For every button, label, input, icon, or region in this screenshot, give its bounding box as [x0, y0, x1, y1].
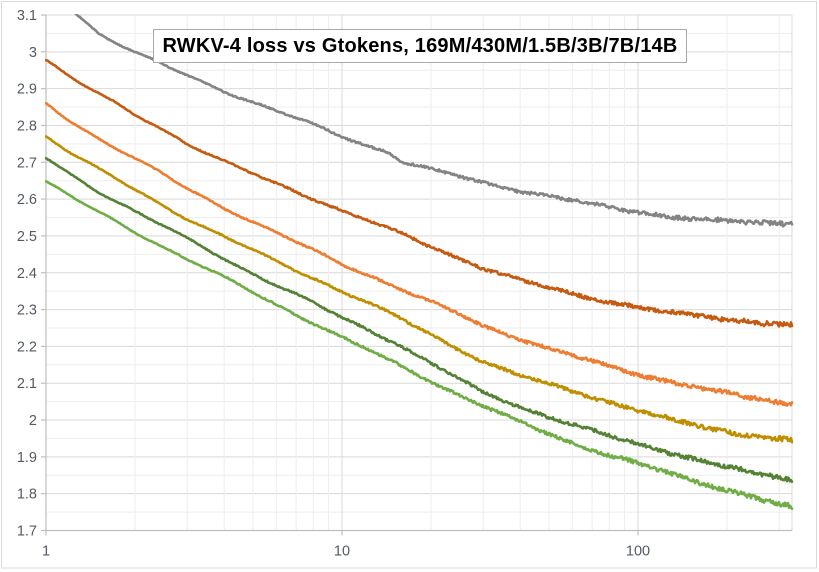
- y-tick-label: 2.9: [17, 82, 37, 98]
- y-tick-label: 2.2: [17, 339, 37, 355]
- y-tick-label: 1.7: [17, 524, 37, 540]
- chart-title-box: RWKV-4 loss vs Gtokens, 169M/430M/1.5B/3…: [153, 29, 687, 63]
- series-7B-line: [45, 157, 794, 483]
- y-tick-label: 2.1: [17, 376, 37, 392]
- series-14B-line: [45, 180, 794, 511]
- y-tick-label: 3: [29, 45, 37, 61]
- chart-title: RWKV-4 loss vs Gtokens, 169M/430M/1.5B/3…: [162, 34, 678, 57]
- y-tick-label: 1.8: [17, 487, 37, 503]
- y-tick-label: 2.4: [17, 266, 37, 282]
- y-tick-label: 2: [29, 413, 37, 429]
- series-1.5B-line: [45, 101, 794, 407]
- y-tick-label: 2.8: [17, 118, 37, 134]
- series-430M-line: [45, 58, 794, 328]
- y-tick-label: 2.6: [17, 192, 37, 208]
- y-tick-label: 3.1: [17, 8, 37, 24]
- series-3B-line: [45, 135, 794, 444]
- x-tick-label: 100: [626, 544, 650, 560]
- y-tick-label: 2.7: [17, 155, 37, 171]
- y-tick-label: 2.3: [17, 303, 37, 319]
- y-tick-label: 2.5: [17, 229, 37, 245]
- x-tick-label: 1: [42, 544, 50, 560]
- y-tick-label: 1.9: [17, 450, 37, 466]
- series-169M-line: [74, 14, 794, 228]
- x-tick-label: 10: [334, 544, 350, 560]
